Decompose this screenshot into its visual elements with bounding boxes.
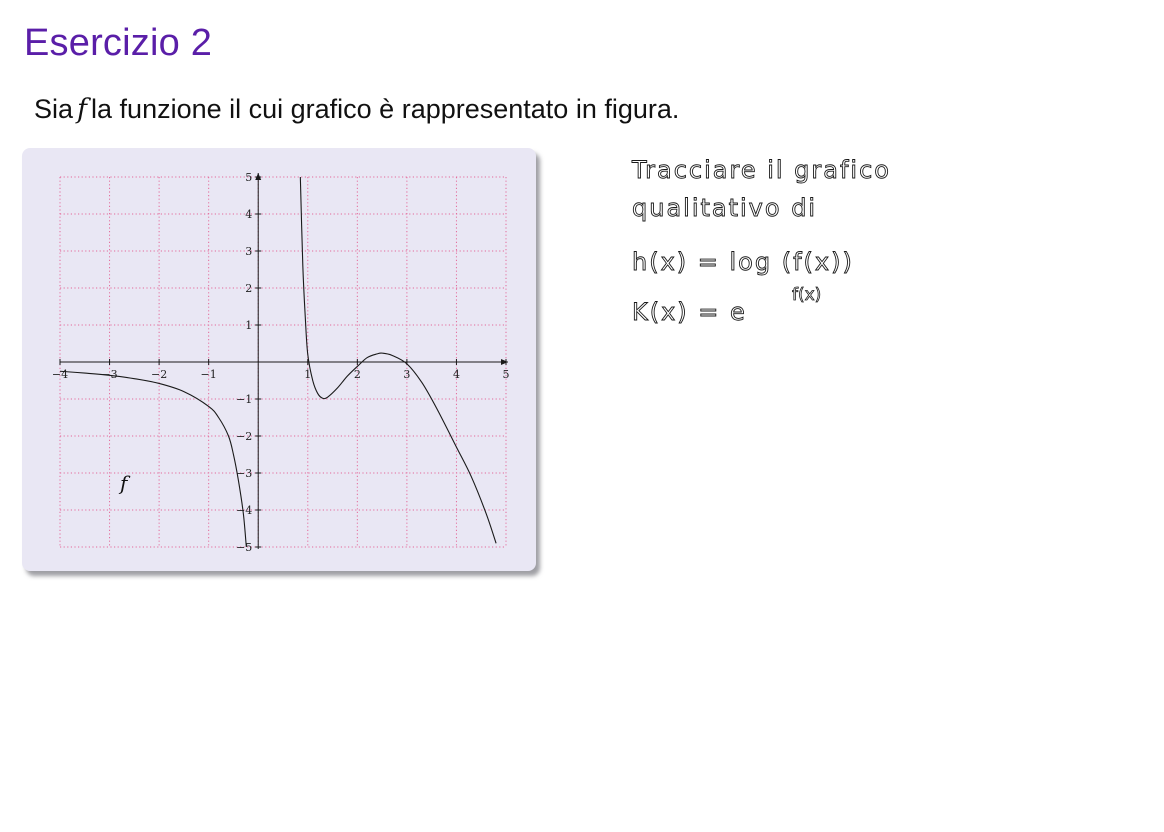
function-curve bbox=[59, 176, 497, 548]
function-symbol: f bbox=[77, 94, 88, 125]
y-tick-label: 3 bbox=[245, 245, 252, 258]
x-tick-label: −1 bbox=[201, 368, 217, 381]
x-tick-label: 5 bbox=[503, 368, 510, 381]
y-tick-label: −3 bbox=[236, 467, 252, 480]
intro-text-before: Sia bbox=[34, 94, 74, 124]
x-tick-label: −2 bbox=[151, 368, 167, 381]
x-tick-label: −3 bbox=[101, 368, 117, 381]
x-tick-label: 1 bbox=[304, 368, 311, 381]
y-tick-label: 4 bbox=[245, 208, 252, 221]
curve-branch-2 bbox=[299, 176, 497, 544]
y-tick-label: −1 bbox=[236, 393, 252, 406]
handwritten-notes: Tracciare il grafico qualitativo di h(x)… bbox=[631, 156, 891, 327]
y-tick-label: 2 bbox=[245, 282, 252, 295]
note-line-3: h(x) = log (f(x)) bbox=[632, 248, 854, 276]
curve-branch-1 bbox=[59, 370, 247, 548]
x-tick-label: −4 bbox=[52, 368, 68, 381]
function-graph-figure: −4 −3 −2 −1 1 2 3 4 5 −5 −4 −3 −2 −1 1 2 3 4 5 f bbox=[22, 148, 536, 571]
y-tick-label: −4 bbox=[236, 504, 252, 517]
function-graph: −4 −3 −2 −1 1 2 3 4 5 −5 −4 −3 −2 −1 1 2 3 4 5 f bbox=[52, 171, 510, 554]
y-tick-label: 1 bbox=[245, 319, 252, 332]
x-tick-label: 4 bbox=[453, 368, 460, 381]
curve-label-f: f bbox=[118, 471, 131, 495]
x-tick-label: 3 bbox=[403, 368, 410, 381]
x-tick-label: 2 bbox=[354, 368, 361, 381]
slide-title: Esercizio 2 bbox=[24, 22, 213, 64]
y-tick-label: −5 bbox=[236, 541, 252, 554]
note-exponent: f(x) bbox=[792, 285, 821, 305]
intro-text-after: la funzione il cui grafico è rappresenta… bbox=[91, 94, 680, 124]
note-line-4: K(x) = e bbox=[632, 298, 747, 326]
tick-labels: −4 −3 −2 −1 1 2 3 4 5 −5 −4 −3 −2 −1 1 2 3 4 5 bbox=[52, 171, 510, 554]
x-axis-arrow bbox=[501, 359, 508, 365]
y-tick-label: 5 bbox=[245, 171, 252, 184]
intro-sentence: Sia f la funzione il cui grafico è rappres… bbox=[34, 94, 679, 125]
note-line-2: qualitativo di bbox=[632, 194, 817, 222]
note-line-1: Tracciare il grafico bbox=[631, 156, 891, 184]
y-tick-label: −2 bbox=[236, 430, 252, 443]
